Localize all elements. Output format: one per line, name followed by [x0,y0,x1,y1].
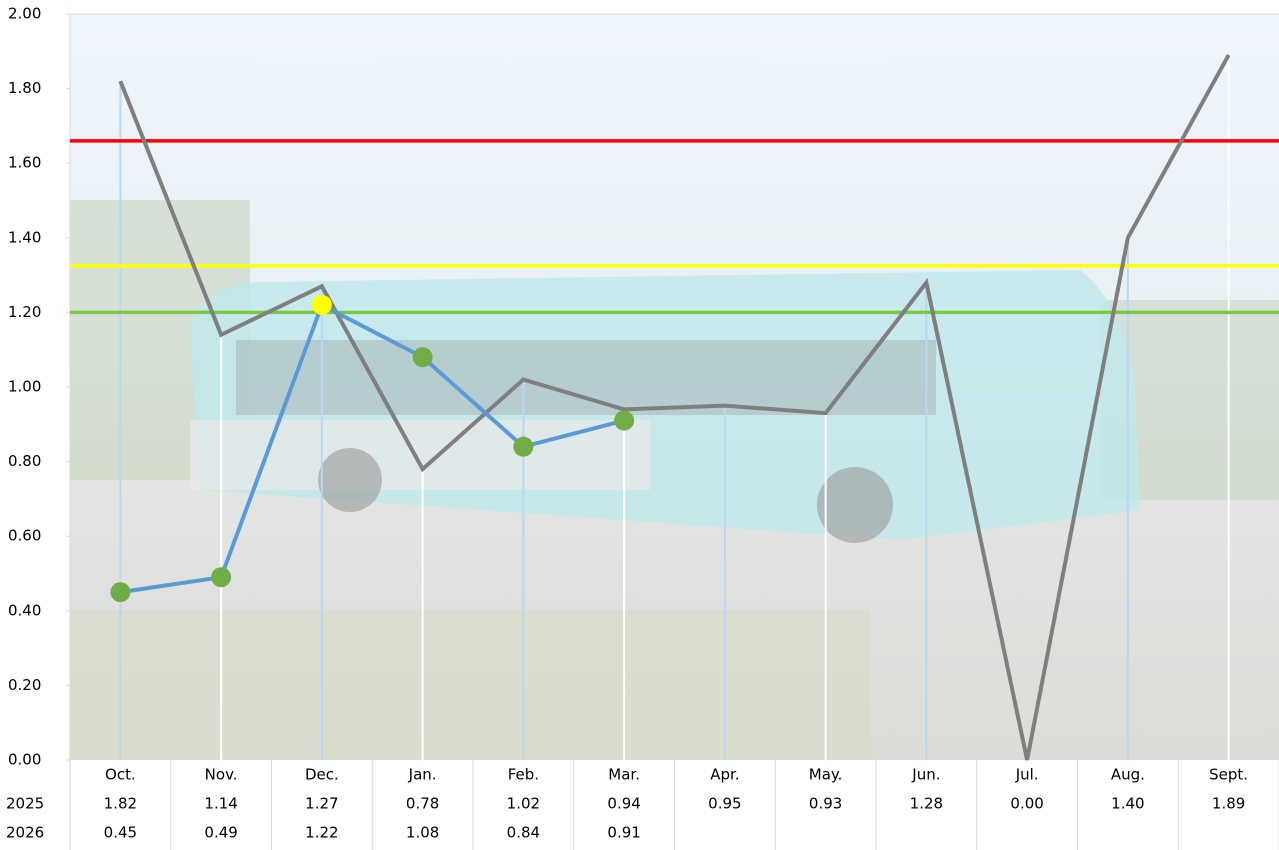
y-tick-label: 1.00 [8,378,41,396]
table-value: 0.49 [204,824,237,842]
x-tick-label: Apr. [710,766,739,784]
y-tick-label: 0.20 [8,676,41,694]
table-value: 1.89 [1212,795,1245,813]
table-value: 0.00 [1010,795,1043,813]
y-tick-label: 0.60 [8,527,41,545]
y-tick-label: 0.40 [8,601,41,619]
table-value: 1.27 [305,795,338,813]
table-value: 0.95 [708,795,741,813]
marker [614,410,635,431]
table-value: 0.94 [607,795,640,813]
x-tick-label: Sept. [1209,766,1248,784]
y-tick-label: 1.40 [8,228,41,246]
legend-label: 2025 [6,795,44,813]
legend-label: 2026 [6,824,44,842]
x-tick-label: Nov. [205,766,238,784]
x-tick-label: Dec. [305,766,339,784]
background-photo [70,14,1279,760]
y-tick-label: 0.80 [8,452,41,470]
x-tick-label: Mar. [608,766,640,784]
y-tick-label: 2.00 [8,5,41,23]
x-tick-label: Feb. [508,766,539,784]
y-tick-label: 1.60 [8,154,41,172]
table-value: 1.28 [910,795,943,813]
x-tick-label: Aug. [1111,766,1145,784]
table-value: 0.78 [406,795,439,813]
table-value: 1.82 [104,795,137,813]
table-value: 1.02 [507,795,540,813]
y-tick-label: 0.00 [8,751,41,769]
y-tick-label: 1.20 [8,303,41,321]
table-value: 0.91 [607,824,640,842]
table-value: 1.14 [204,795,237,813]
series-line [120,302,625,595]
table-value: 0.45 [104,824,137,842]
x-tick-label: Jul. [1015,766,1039,784]
x-tick-label: May. [809,766,843,784]
y-tick-label: 1.80 [8,79,41,97]
table-value: 1.22 [305,824,338,842]
series-line [118,54,1231,761]
marker [412,347,433,368]
x-tick-label: Jan. [408,766,437,784]
table-value: 1.08 [406,824,439,842]
table-value: 1.40 [1111,795,1144,813]
table-value: 0.93 [809,795,842,813]
x-tick-label: Oct. [105,766,136,784]
x-tick-label: Jun. [911,766,940,784]
marker [513,436,534,457]
table-value: 0.84 [507,824,540,842]
marker [211,567,232,588]
marker [110,582,131,603]
marker [311,294,332,315]
